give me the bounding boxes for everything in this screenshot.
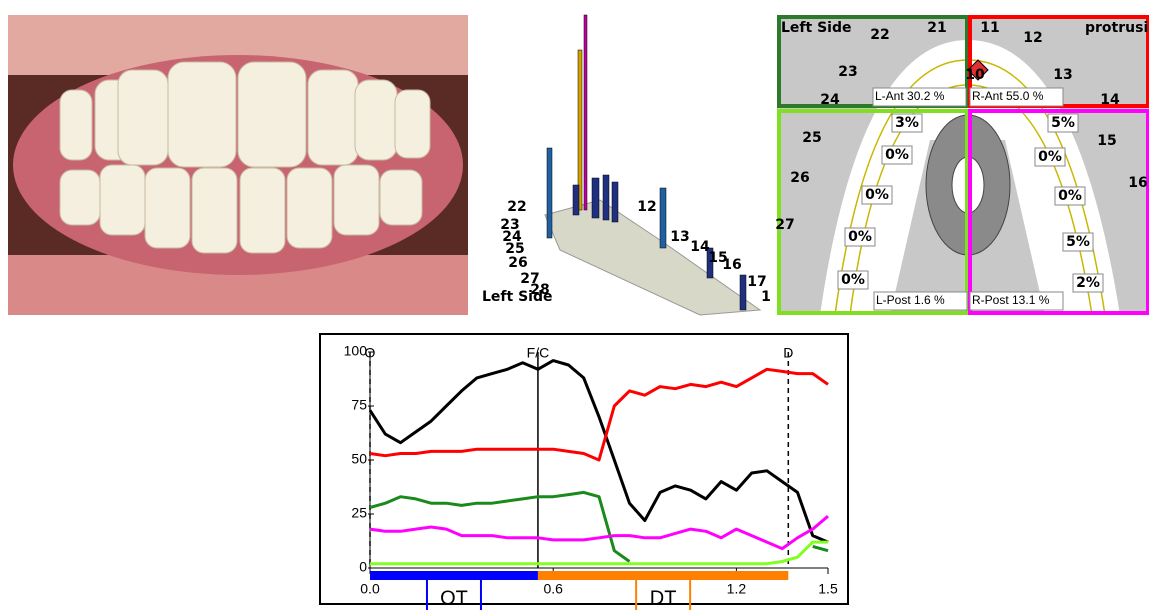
tooth-label: 23 (838, 64, 857, 80)
side-label: Left Side (482, 289, 552, 305)
quadrant-label: L-Ant 30.2 % (875, 89, 945, 103)
occlusion-diagram: Left Side protrusion 22 21 11 12 23 13 24 14 10 25 2… (775, 15, 1149, 315)
tooth-label: 13 (670, 229, 689, 245)
tooth-label: 14 (690, 239, 710, 255)
percent-label: 5% (1051, 115, 1075, 131)
tooth-label: 21 (927, 20, 946, 36)
percent-label: 0% (1058, 188, 1082, 204)
percent-label: 0% (865, 187, 889, 203)
y-tick-label: 0 (359, 559, 367, 575)
quadrant-label: R-Post 13.1 % (972, 293, 1050, 307)
phase-bar (370, 571, 538, 580)
tooth-label: 15 (1097, 133, 1116, 149)
tooth-label: 10 (965, 67, 985, 83)
quadrant-label: R-Ant 55.0 % (972, 89, 1044, 103)
percent-label: 3% (895, 115, 919, 131)
x-tick-label: 1.5 (818, 581, 838, 597)
tooth-label: 11 (980, 20, 999, 36)
y-tick-label: 50 (351, 451, 367, 467)
page: 22232425262728Left Side1213141516171 Lef… (0, 0, 1149, 610)
phase-label: DT (650, 587, 677, 609)
y-tick-label: 25 (351, 505, 367, 521)
tooth-label: 16 (1128, 175, 1147, 191)
event-label: O (365, 345, 376, 361)
y-tick-label: 75 (351, 397, 367, 413)
tooth-label: 27 (775, 217, 794, 233)
quadrant-label: L-Post 1.6 % (876, 293, 945, 307)
tooth-label: 22 (507, 199, 526, 215)
phase-bar (538, 571, 788, 580)
tooth-label: 12 (637, 199, 656, 215)
x-tick-label: 0.6 (543, 581, 563, 597)
tooth-label: 22 (870, 27, 889, 43)
tooth-label: 24 (820, 92, 840, 108)
tooth-label: 1 (761, 289, 771, 305)
side-label: Left Side (781, 20, 851, 36)
percent-label: 0% (848, 229, 872, 245)
percent-label: 0% (841, 272, 865, 288)
percent-label: 0% (1038, 149, 1062, 165)
phase-label: OT (440, 587, 468, 609)
percent-label: 5% (1066, 234, 1090, 250)
x-tick-label: 0.0 (360, 581, 380, 597)
tooth-label: 26 (790, 170, 809, 186)
tooth-label: 26 (508, 255, 527, 271)
dental-photo (8, 15, 468, 315)
event-label: F/C (527, 345, 550, 361)
tooth-label: 12 (1023, 30, 1042, 46)
x-tick-label: 1.2 (727, 581, 747, 597)
percent-label: 2% (1076, 275, 1100, 291)
tooth-label: 25 (802, 130, 821, 146)
tooth-label: 13 (1053, 67, 1072, 83)
tooth-label: 16 (722, 257, 741, 273)
percent-label: 0% (885, 147, 909, 163)
event-label: D (783, 345, 793, 361)
tooth-label: 14 (1100, 92, 1120, 108)
mode-label: protrusion (1085, 20, 1149, 36)
tooth-label: 17 (747, 274, 766, 290)
